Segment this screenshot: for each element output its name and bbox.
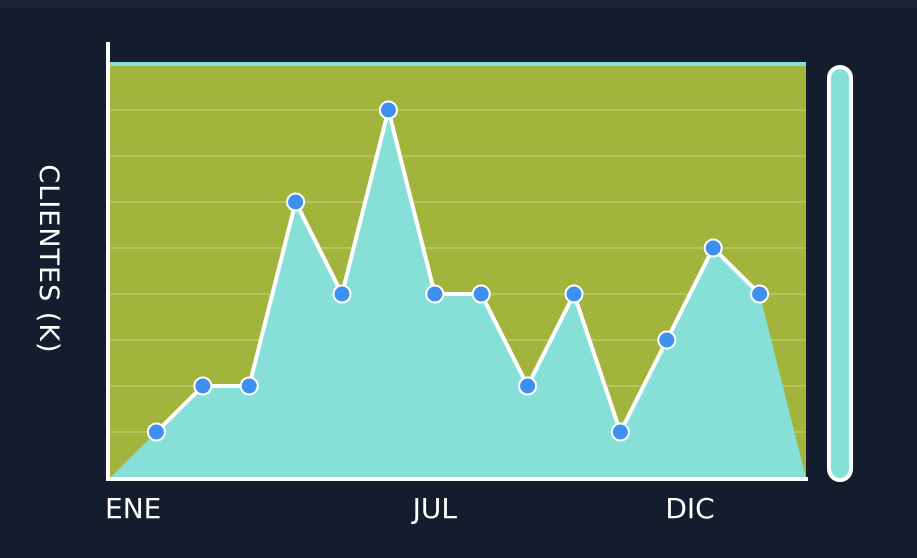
data-point bbox=[378, 100, 398, 120]
vertical-scrollbar[interactable] bbox=[827, 65, 853, 482]
x-tick-label: DIC bbox=[665, 492, 714, 525]
data-point bbox=[610, 422, 630, 442]
data-point bbox=[657, 330, 677, 350]
x-tick-label: ENE bbox=[105, 492, 161, 525]
data-point bbox=[518, 376, 538, 396]
data-point bbox=[471, 284, 491, 304]
data-point bbox=[750, 284, 770, 304]
x-tick-labels: ENE JUL DIC bbox=[105, 492, 715, 525]
series-line bbox=[154, 108, 762, 434]
data-point bbox=[703, 238, 723, 258]
y-axis-label: CLIENTES (K) bbox=[33, 164, 64, 353]
data-point bbox=[425, 284, 445, 304]
data-points bbox=[146, 100, 770, 442]
x-tick-label: JUL bbox=[411, 492, 458, 525]
data-point bbox=[239, 376, 259, 396]
data-point bbox=[564, 284, 584, 304]
top-bar bbox=[0, 0, 917, 8]
data-point bbox=[332, 284, 352, 304]
data-point bbox=[193, 376, 213, 396]
data-point bbox=[146, 422, 166, 442]
data-point bbox=[286, 192, 306, 212]
